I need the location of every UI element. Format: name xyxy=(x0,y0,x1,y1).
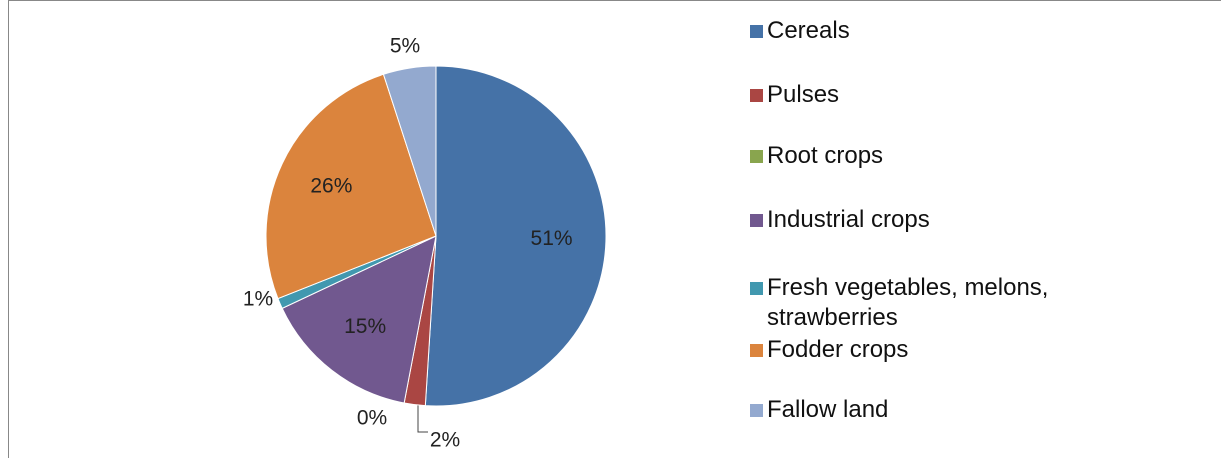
legend-swatch xyxy=(750,344,763,357)
pie-slice xyxy=(424,65,607,407)
legend-label: Pulses xyxy=(767,81,840,108)
legend-label: Industrial crops xyxy=(767,206,930,233)
legend-item: Industrial crops xyxy=(750,205,930,235)
data-label: 0% xyxy=(357,407,387,430)
legend-item: Fallow land xyxy=(750,395,888,425)
legend-item: Fresh vegetables, melons, strawberries xyxy=(750,273,1150,333)
legend-label: Root crops xyxy=(767,142,884,169)
legend-swatch xyxy=(750,150,763,163)
leader-line xyxy=(417,404,428,433)
legend-label: Cereals xyxy=(767,17,850,44)
legend-swatch xyxy=(750,404,763,417)
legend-label: Fresh vegetables, melons, strawberries xyxy=(767,274,1049,331)
legend-item: Fodder crops xyxy=(750,335,908,365)
pie-slice xyxy=(265,73,437,300)
legend-swatch xyxy=(750,282,763,295)
data-label: 2% xyxy=(430,429,460,452)
data-label: 1% xyxy=(243,288,273,311)
pie-slice xyxy=(382,65,437,237)
data-label: 15% xyxy=(344,315,386,338)
data-label: 51% xyxy=(531,227,573,250)
chart-frame xyxy=(8,0,1221,458)
legend-swatch xyxy=(750,89,763,102)
data-label: 26% xyxy=(310,174,352,197)
legend-swatch xyxy=(750,25,763,38)
pie-slice xyxy=(281,235,437,404)
legend-item: Cereals xyxy=(750,16,850,46)
legend-swatch xyxy=(750,214,763,227)
legend-item: Pulses xyxy=(750,80,839,110)
legend-label: Fodder crops xyxy=(767,336,909,363)
data-label: 5% xyxy=(390,35,420,58)
legend-label: Fallow land xyxy=(767,396,889,423)
legend-item: Root crops xyxy=(750,141,883,171)
